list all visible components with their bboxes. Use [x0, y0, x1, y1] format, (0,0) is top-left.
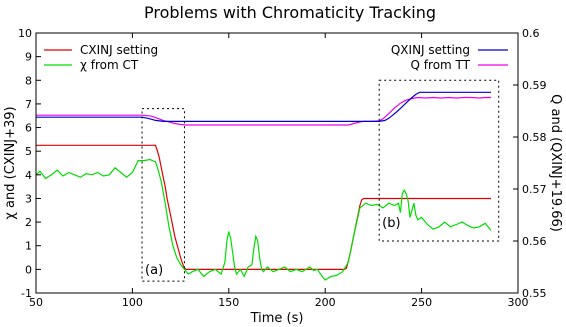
x-tick-label: 250 — [411, 296, 432, 309]
y-tick-label-left: 2 — [25, 216, 32, 229]
chart-title: Problems with Chromaticity Tracking — [144, 3, 436, 22]
y-tick-label-right: 0.56 — [522, 235, 547, 248]
series-line-0 — [36, 144, 491, 270]
x-tick-label: 200 — [315, 296, 336, 309]
annotation-label-1: (b) — [382, 216, 400, 231]
y-tick-label-left: 7 — [25, 98, 32, 111]
y-tick-label-left: 4 — [25, 169, 32, 182]
y-tick-label-right: 0.58 — [522, 131, 547, 144]
y-axis-label-left: χ and (CXINJ+39) — [3, 106, 18, 219]
annotation-box-0 — [141, 108, 185, 282]
plot-frame — [35, 32, 519, 294]
annotation-layer: (a) (b) — [141, 79, 500, 282]
y-tick-label-left: 3 — [25, 192, 32, 205]
series-layer — [35, 91, 492, 281]
y-tick-label-left: 0 — [25, 263, 32, 276]
y-tick-label-right: 0.55 — [522, 287, 547, 300]
x-axis-label: Time (s) — [250, 311, 304, 326]
series-line-2 — [36, 91, 491, 123]
axes-layer: 50 100 150 200 250 300 -1 0 1 2 3 4 5 6 7 8 9 10 0.55 0.56 0… — [18, 27, 547, 309]
y-tick-label-left: 1 — [25, 240, 32, 253]
y-tick-label-left: -1 — [21, 287, 32, 300]
y-tick-label-right: 0.59 — [522, 79, 547, 92]
legend-label-1: χ from CT — [80, 58, 139, 72]
y-tick-label-left: 5 — [25, 145, 32, 158]
y-tick-label-left: 8 — [25, 74, 32, 87]
y-tick-label-left: 6 — [25, 122, 32, 135]
y-tick-label-left: 10 — [18, 27, 32, 40]
x-tick-label: 50 — [29, 296, 43, 309]
x-tick-label: 300 — [508, 296, 529, 309]
y-axis-label-right: Q and (QXINJ+19.66) — [548, 94, 563, 232]
annotation-box-1 — [378, 79, 500, 242]
x-tick-label: 150 — [218, 296, 239, 309]
series-line-1 — [35, 158, 492, 281]
y-tick-label-right: 0.6 — [522, 27, 540, 40]
legend-label-0: CXINJ setting — [80, 43, 158, 57]
y-tick-label-right: 0.57 — [522, 183, 547, 196]
y-tick-label-left: 9 — [25, 51, 32, 64]
x-tick-label: 100 — [122, 296, 143, 309]
legend-label-3: Q from TT — [411, 58, 471, 72]
legend-label-2: QXINJ setting — [391, 43, 470, 57]
annotation-label-0: (a) — [145, 263, 163, 278]
